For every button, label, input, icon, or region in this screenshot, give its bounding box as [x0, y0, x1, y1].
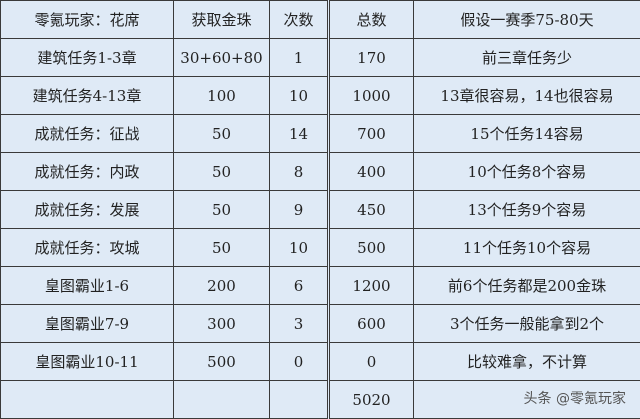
- table-cell: 30+60+80: [174, 39, 270, 77]
- table-cell: 170: [329, 39, 414, 77]
- table-cell: 10: [270, 77, 329, 115]
- table-cell: 成就任务：征战: [1, 115, 174, 153]
- table-cell: 1200: [329, 267, 414, 305]
- header-cell: 总数: [329, 1, 414, 39]
- table-cell: 建筑任务4-13章: [1, 77, 174, 115]
- table-cell: 500: [174, 343, 270, 381]
- table-cell: 50: [174, 153, 270, 191]
- table-cell: 500: [329, 229, 414, 267]
- table-cell: 皇图霸业10-11: [1, 343, 174, 381]
- header-cell: 获取金珠: [174, 1, 270, 39]
- table-cell: 1000: [329, 77, 414, 115]
- table-cell: 600: [329, 305, 414, 343]
- header-row: 零氪玩家：花席 获取金珠 次数 总数 假设一赛季75-80天: [1, 1, 640, 39]
- table-cell: 100: [174, 77, 270, 115]
- table-cell: 50: [174, 115, 270, 153]
- table-cell: 10个任务8个容易: [414, 153, 640, 191]
- header-cell: 零氪玩家：花席: [1, 1, 174, 39]
- table-cell: 0: [270, 343, 329, 381]
- table-cell: 比较难拿，不计算: [414, 343, 640, 381]
- table-cell: 成就任务：内政: [1, 153, 174, 191]
- table-cell: 400: [329, 153, 414, 191]
- table-cell: 成就任务：发展: [1, 191, 174, 229]
- table-cell: 前6个任务都是200金珠: [414, 267, 640, 305]
- table-cell: 450: [329, 191, 414, 229]
- table-cell: 11个任务10个容易: [414, 229, 640, 267]
- table-cell: 14: [270, 115, 329, 153]
- table-cell: 700: [329, 115, 414, 153]
- table-cell: 9: [270, 191, 329, 229]
- table-cell: 0: [329, 343, 414, 381]
- table-cell: 6: [270, 267, 329, 305]
- table-cell: 13章很容易，14也很容易: [414, 77, 640, 115]
- table-cell: 皇图霸业1-6: [1, 267, 174, 305]
- table-cell: 前三章任务少: [414, 39, 640, 77]
- table-cell: 8: [270, 153, 329, 191]
- table-cell: 13个任务9个容易: [414, 191, 640, 229]
- table-cell: 50: [174, 229, 270, 267]
- table-cell: 1: [270, 39, 329, 77]
- table-cell: 10: [270, 229, 329, 267]
- watermark: 头条 @零氪玩家: [524, 388, 626, 408]
- table-cell: 3个任务一般能拿到2个: [414, 305, 640, 343]
- table-cell: 200: [174, 267, 270, 305]
- table-cell: 3: [270, 305, 329, 343]
- table-cell: 建筑任务1-3章: [1, 39, 174, 77]
- table-cell: 成就任务：攻城: [1, 229, 174, 267]
- header-cell: 次数: [270, 1, 329, 39]
- table-cell: 15个任务14容易: [414, 115, 640, 153]
- header-cell: 假设一赛季75-80天: [414, 1, 640, 39]
- table-cell: 皇图霸业7-9: [1, 305, 174, 343]
- table-cell: 50: [174, 191, 270, 229]
- table-cell: 300: [174, 305, 270, 343]
